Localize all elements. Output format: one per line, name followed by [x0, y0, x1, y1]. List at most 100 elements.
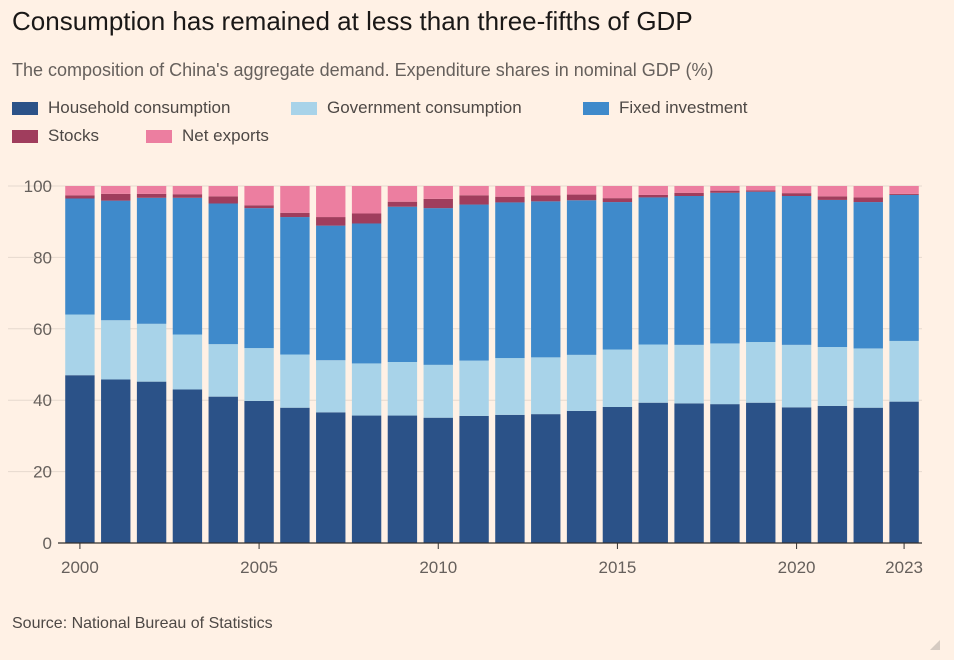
bar-household-consumption-2010 [423, 417, 453, 543]
bar-net-exports-2009 [387, 186, 418, 202]
bar-net-exports-2018 [710, 186, 740, 191]
bar-government-consumption-2007 [316, 360, 346, 413]
bar-net-exports-2017 [674, 186, 704, 193]
bar-net-exports-2012 [495, 186, 525, 197]
bar-fixed-investment-2014 [566, 200, 597, 355]
bar-net-exports-2011 [459, 186, 489, 196]
source-note: Source: National Bureau of Statistics [12, 615, 273, 632]
legend-label: Household consumption [48, 98, 231, 117]
bar-stocks-2002 [136, 193, 167, 198]
bar-household-consumption-2007 [316, 412, 346, 543]
bar-stocks-2010 [423, 198, 453, 209]
bar-government-consumption-2011 [459, 360, 489, 416]
y-tick-label: 100 [24, 177, 52, 196]
bar-net-exports-2000 [65, 186, 95, 196]
bar-net-exports-2007 [316, 186, 346, 218]
bar-fixed-investment-2010 [423, 208, 453, 365]
bar-household-consumption-2022 [853, 407, 883, 543]
chart-title: Consumption has remained at less than th… [12, 6, 693, 36]
bar-household-consumption-2018 [710, 404, 740, 543]
bar-household-consumption-2002 [136, 381, 167, 543]
bar-government-consumption-2020 [781, 344, 812, 408]
bar-fixed-investment-2015 [602, 202, 633, 350]
bar-net-exports-2003 [172, 186, 203, 195]
bar-fixed-investment-2008 [351, 223, 382, 364]
bar-stocks-2003 [172, 194, 203, 198]
bar-net-exports-2022 [853, 186, 883, 198]
bar-fixed-investment-2002 [136, 197, 167, 324]
bar-stocks-2019 [746, 190, 776, 192]
legend-label: Government consumption [327, 98, 522, 117]
bar-stocks-2005 [244, 205, 274, 209]
legend-swatch [583, 101, 609, 115]
bar-government-consumption-2000 [65, 314, 95, 376]
bar-fixed-investment-2017 [674, 195, 704, 345]
bar-fixed-investment-2013 [531, 201, 561, 358]
bar-stocks-2004 [208, 196, 238, 204]
bar-net-exports-2006 [280, 186, 310, 213]
bar-stocks-2008 [351, 213, 382, 224]
bar-government-consumption-2004 [208, 344, 238, 397]
bar-government-consumption-2019 [746, 342, 776, 403]
bar-government-consumption-2023 [889, 340, 919, 402]
bar-stocks-2014 [566, 194, 597, 201]
bar-government-consumption-2005 [244, 348, 274, 401]
legend-label: Stocks [48, 126, 100, 145]
bar-net-exports-2005 [244, 186, 274, 206]
y-tick-label: 80 [33, 248, 52, 267]
bar-government-consumption-2001 [101, 320, 131, 380]
bar-stocks-2000 [65, 195, 95, 199]
bar-household-consumption-2003 [172, 389, 203, 543]
bar-stocks-2022 [853, 197, 883, 203]
legend-swatch [12, 101, 38, 115]
bar-stocks-2012 [495, 196, 525, 203]
bar-household-consumption-2013 [531, 414, 561, 543]
bar-fixed-investment-2009 [387, 206, 418, 363]
bar-fixed-investment-2019 [746, 191, 776, 343]
legend-item-government-consumption: Government consumption [291, 98, 522, 118]
x-tick-label: 2000 [61, 558, 99, 577]
y-tick-label: 20 [33, 463, 52, 482]
bar-household-consumption-2000 [65, 375, 95, 543]
bar-stocks-2011 [459, 195, 489, 205]
x-tick-label: 2023 [885, 558, 923, 577]
legend-item-stocks: Stocks [12, 126, 99, 146]
bar-household-consumption-2012 [495, 414, 525, 543]
y-tick-label: 0 [43, 534, 52, 553]
bar-household-consumption-2015 [602, 406, 633, 543]
bar-government-consumption-2017 [674, 344, 704, 404]
bar-stocks-2006 [280, 212, 310, 218]
bar-stocks-2017 [674, 192, 704, 196]
bar-fixed-investment-2004 [208, 203, 238, 345]
bar-household-consumption-2016 [638, 402, 668, 543]
bar-government-consumption-2010 [423, 364, 453, 418]
bar-fixed-investment-2003 [172, 197, 203, 335]
bar-government-consumption-2006 [280, 354, 310, 408]
bar-net-exports-2002 [136, 186, 167, 194]
bar-fixed-investment-2011 [459, 204, 489, 361]
bar-government-consumption-2003 [172, 334, 203, 390]
bar-stocks-2021 [817, 196, 848, 200]
bar-fixed-investment-2005 [244, 208, 274, 349]
bar-stocks-2023 [889, 193, 919, 195]
bar-stocks-2015 [602, 198, 633, 203]
x-tick-label: 2015 [599, 558, 637, 577]
bar-fixed-investment-2001 [101, 200, 131, 321]
bar-household-consumption-2001 [101, 379, 131, 543]
y-tick-label: 60 [33, 320, 52, 339]
legend-swatch [146, 129, 172, 143]
bar-net-exports-2019 [746, 186, 776, 191]
bar-household-consumption-2020 [781, 407, 812, 543]
bar-fixed-investment-2006 [280, 217, 310, 355]
legend-label: Net exports [182, 126, 269, 145]
bar-net-exports-2023 [889, 186, 919, 194]
bar-net-exports-2001 [101, 186, 131, 194]
bar-household-consumption-2008 [351, 415, 382, 543]
bar-net-exports-2013 [531, 186, 561, 196]
bar-household-consumption-2005 [244, 400, 274, 543]
chart-subtitle: The composition of China's aggregate dem… [12, 60, 714, 80]
bar-stocks-2016 [638, 194, 668, 198]
legend-swatch [12, 129, 38, 143]
bar-household-consumption-2009 [387, 415, 418, 543]
bar-stocks-2020 [781, 193, 812, 196]
